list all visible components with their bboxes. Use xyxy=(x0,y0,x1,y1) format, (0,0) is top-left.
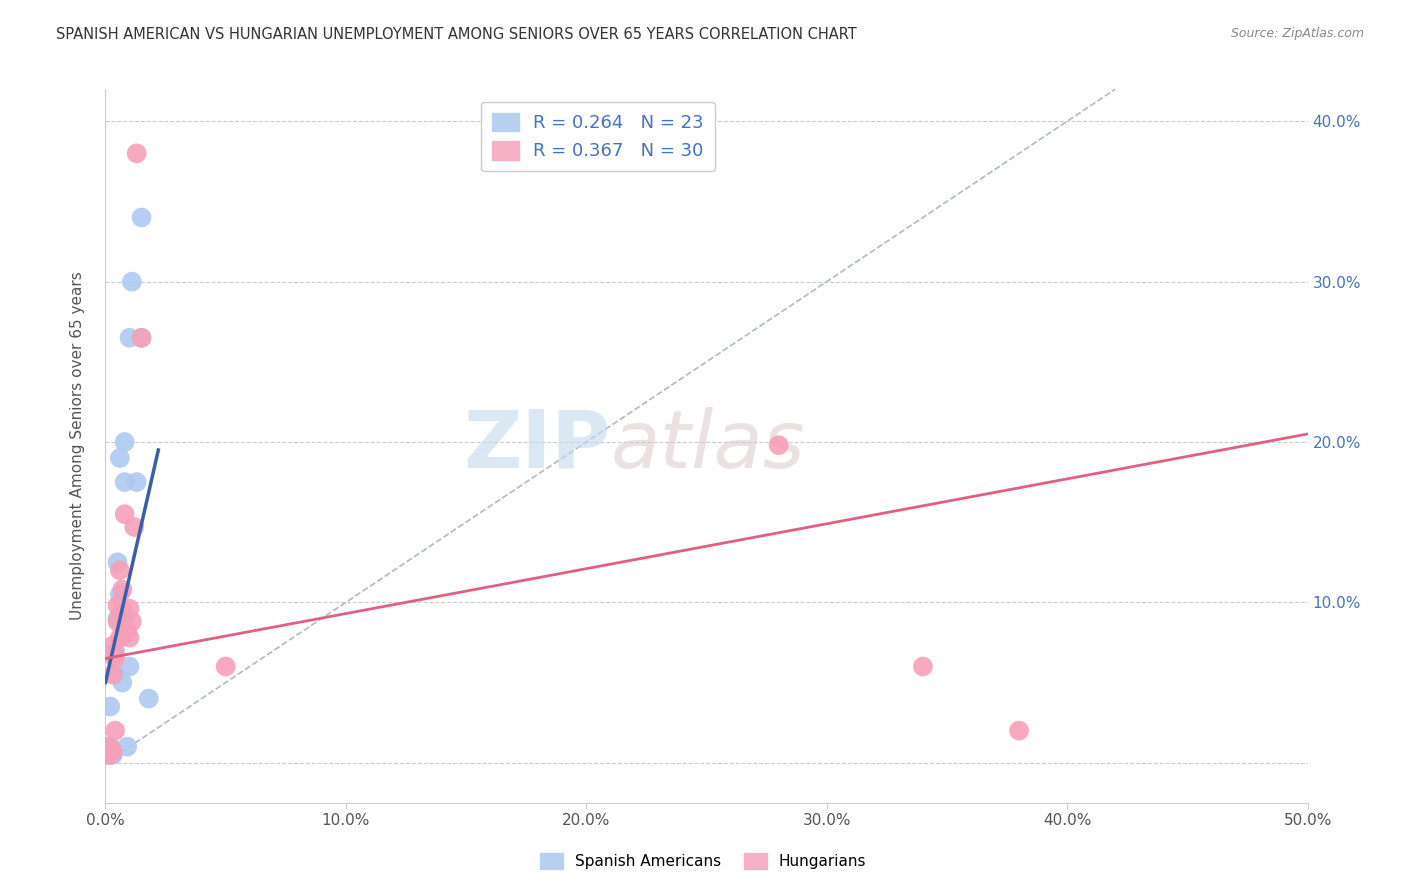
Point xyxy=(118,631,141,645)
Point xyxy=(111,582,134,597)
Point xyxy=(108,631,131,645)
Legend: Spanish Americans, Hungarians: Spanish Americans, Hungarians xyxy=(533,847,873,875)
Text: ZIP: ZIP xyxy=(463,407,610,485)
Point xyxy=(214,659,236,673)
Point xyxy=(114,507,136,521)
Point xyxy=(107,611,129,625)
Point xyxy=(107,599,129,613)
Point xyxy=(104,648,127,663)
Point xyxy=(115,739,138,754)
Point xyxy=(104,667,127,681)
Point xyxy=(125,146,148,161)
Point xyxy=(104,723,127,738)
Point xyxy=(768,438,790,452)
Point xyxy=(125,475,148,489)
Point xyxy=(138,691,160,706)
Point xyxy=(121,275,143,289)
Point xyxy=(1008,723,1031,738)
Point xyxy=(101,639,124,653)
Point xyxy=(101,747,124,762)
Point xyxy=(97,743,120,757)
Point xyxy=(114,435,136,450)
Point xyxy=(911,659,934,673)
Point xyxy=(108,587,131,601)
Point xyxy=(98,747,121,762)
Point xyxy=(98,699,121,714)
Point xyxy=(104,643,127,657)
Point xyxy=(131,331,153,345)
Y-axis label: Unemployment Among Seniors over 65 years: Unemployment Among Seniors over 65 years xyxy=(70,272,84,620)
Point xyxy=(114,475,136,489)
Point xyxy=(98,743,121,757)
Point xyxy=(104,651,127,665)
Point xyxy=(121,615,143,629)
Point xyxy=(115,624,138,639)
Point xyxy=(114,611,136,625)
Point xyxy=(101,744,124,758)
Text: SPANISH AMERICAN VS HUNGARIAN UNEMPLOYMENT AMONG SENIORS OVER 65 YEARS CORRELATI: SPANISH AMERICAN VS HUNGARIAN UNEMPLOYME… xyxy=(56,27,858,42)
Point xyxy=(107,615,129,629)
Point xyxy=(97,747,120,762)
Point xyxy=(108,563,131,577)
Point xyxy=(118,601,141,615)
Point xyxy=(111,603,134,617)
Point xyxy=(101,747,124,762)
Point xyxy=(97,747,120,762)
Point xyxy=(98,739,121,754)
Text: Source: ZipAtlas.com: Source: ZipAtlas.com xyxy=(1230,27,1364,40)
Point xyxy=(97,739,120,754)
Point xyxy=(101,667,124,681)
Point xyxy=(111,675,134,690)
Point xyxy=(108,450,131,465)
Text: atlas: atlas xyxy=(610,407,806,485)
Point xyxy=(131,331,153,345)
Point xyxy=(107,555,129,569)
Point xyxy=(131,211,153,225)
Point xyxy=(118,331,141,345)
Point xyxy=(124,520,146,534)
Point xyxy=(98,747,121,762)
Legend: R = 0.264   N = 23, R = 0.367   N = 30: R = 0.264 N = 23, R = 0.367 N = 30 xyxy=(481,102,714,171)
Point xyxy=(118,659,141,673)
